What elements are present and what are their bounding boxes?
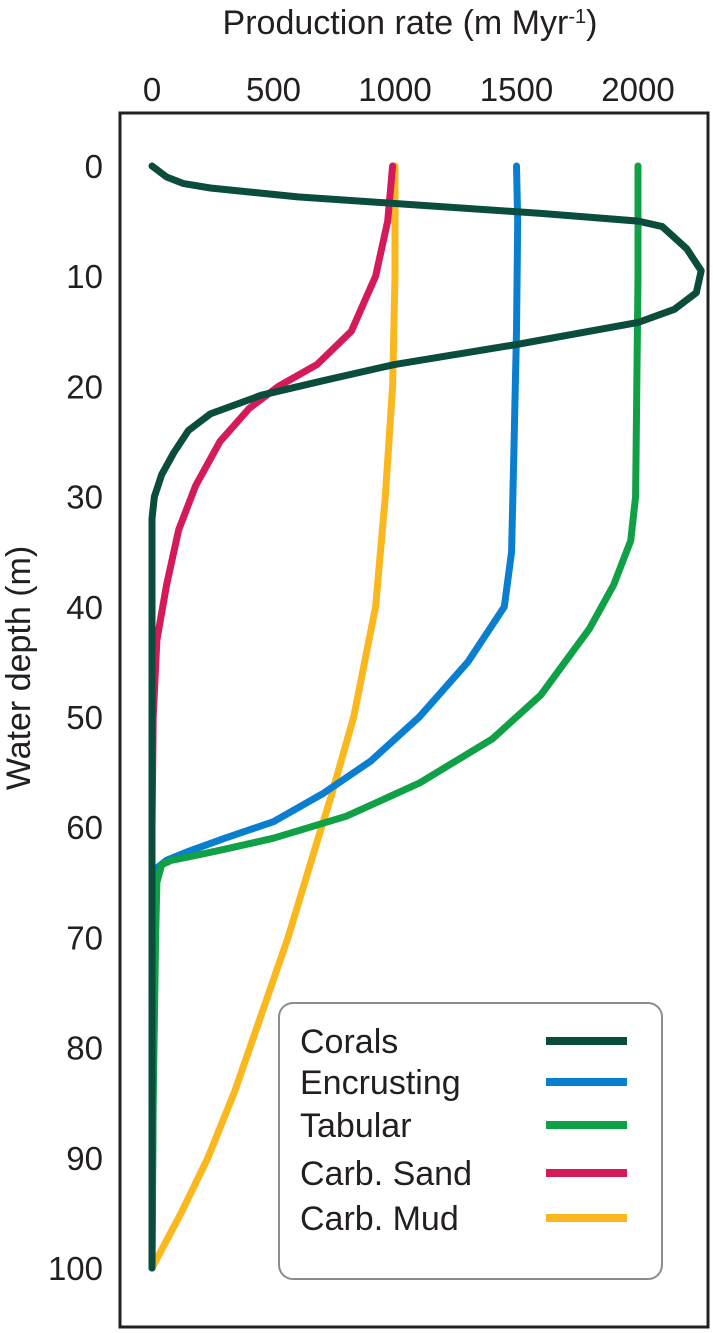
y-tick-label: 10 [66,258,103,295]
x-tick-labels: 0 500 1000 1500 2000 [143,71,675,108]
legend-box [278,1002,663,1280]
x-tick-label: 0 [143,71,161,108]
y-tick-label: 50 [66,699,103,736]
legend-label-carb-mud: Carb. Mud [300,1200,459,1238]
y-tick-label: 100 [48,1250,103,1287]
legend-label-carb-sand: Carb. Sand [300,1155,472,1193]
x-tick-label: 2000 [601,71,674,108]
plot-frame [118,111,710,1329]
x-tick-label: 1500 [480,71,553,108]
y-tick-label: 80 [66,1030,103,1067]
y-axis-title: Water depth (m) [0,546,38,790]
series-lines [148,162,705,1272]
x-tick-label: 500 [246,71,301,108]
y-tick-label: 70 [66,919,103,956]
y-tick-label: 20 [66,368,103,405]
legend-label-encrusting: Encrusting [300,1064,461,1102]
y-tick-labels: 0 10 20 30 40 50 60 70 80 90 100 [48,148,103,1287]
y-tick-label: 60 [66,809,103,846]
series-line-tabular [148,162,642,1272]
x-tick-label: 1000 [358,71,431,108]
legend-label-tabular: Tabular [300,1107,412,1145]
legend-label-corals: Corals [300,1023,398,1061]
x-axis-title: Production rate (m Myr-1) [223,4,598,42]
y-tick-label: 90 [66,1140,103,1177]
series-line-corals [148,162,705,1272]
y-tick-label: 30 [66,479,103,516]
y-tick-label: 0 [85,148,103,185]
series-line-carb-sand [148,162,397,831]
y-tick-label: 40 [66,589,103,626]
